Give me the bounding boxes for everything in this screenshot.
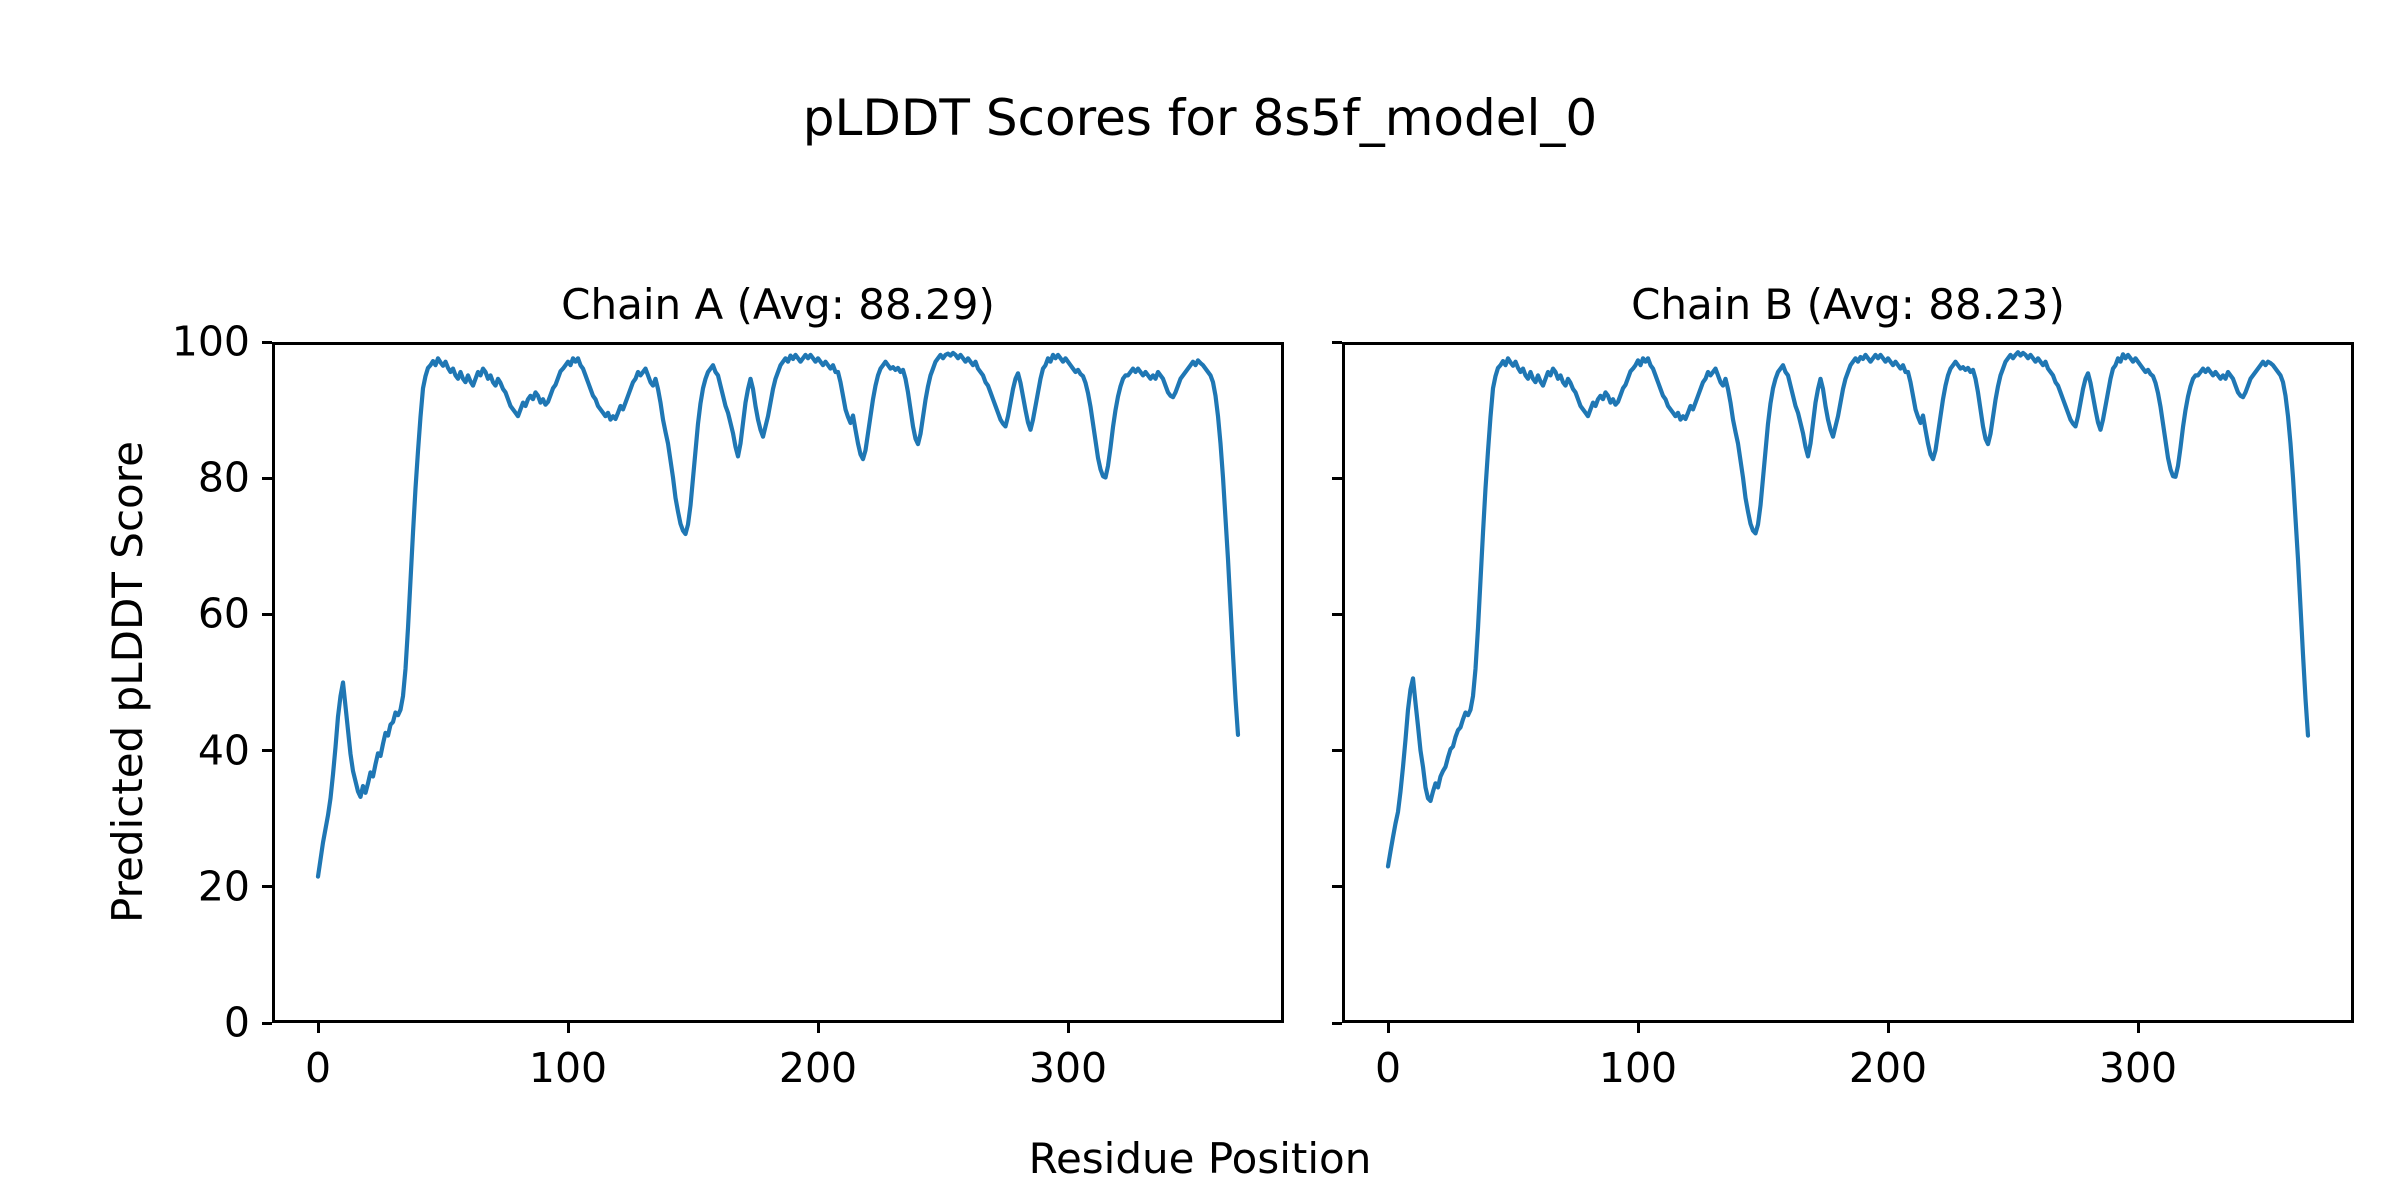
y-tick-mark [262, 1021, 272, 1025]
y-tick-label: 20 [197, 862, 250, 911]
chain-b-line-chart [1385, 350, 2311, 869]
x-tick-label: 100 [528, 1044, 608, 1092]
subplot-chain-b: Chain B (Avg: 88.23) 0 100 200 300 [1332, 284, 2354, 1089]
x-tick-mark [316, 1023, 320, 1033]
y-tick-mark [1332, 749, 1342, 753]
x-tick-mark [1386, 1023, 1390, 1033]
y-axis-label: Predicted pLDDT Score [103, 441, 152, 923]
y-tick-mark [262, 340, 272, 344]
figure-title: pLDDT Scores for 8s5f_model_0 [802, 89, 1598, 147]
x-tick-mark [566, 1023, 570, 1033]
x-tick-mark [1886, 1023, 1890, 1033]
chain-a-line-chart [315, 350, 1241, 879]
x-tick-mark [2136, 1023, 2140, 1033]
y-tick-mark [262, 476, 272, 480]
y-tick-mark [262, 612, 272, 616]
y-tick-label: 0 [223, 998, 250, 1047]
plddt-line [315, 350, 1241, 879]
y-tick-label: 60 [197, 589, 250, 638]
subplot-title-chain-b: Chain B (Avg: 88.23) [1631, 280, 2065, 329]
y-tick-label: 100 [171, 317, 250, 366]
x-tick-mark [1066, 1023, 1070, 1033]
subplot-chain-a: Chain A (Avg: 88.29) 0 100 200 300 0 20 40 60 80… [172, 284, 1284, 1089]
axes-frame [272, 342, 1284, 1023]
x-tick-label: 200 [778, 1044, 858, 1092]
y-tick-mark [1332, 885, 1342, 889]
x-tick-label: 200 [1848, 1044, 1928, 1092]
x-tick-mark [816, 1023, 820, 1033]
x-tick-label: 300 [1028, 1044, 1108, 1092]
y-tick-label: 80 [197, 453, 250, 502]
y-tick-label: 40 [197, 726, 250, 775]
axes-frame [1342, 342, 2354, 1023]
y-tick-mark [1332, 340, 1342, 344]
y-tick-mark [1332, 612, 1342, 616]
x-tick-label: 0 [1374, 1044, 1402, 1092]
y-tick-mark [1332, 476, 1342, 480]
y-tick-mark [262, 749, 272, 753]
plddt-line [1385, 350, 2311, 869]
x-tick-mark [1636, 1023, 1640, 1033]
y-tick-mark [1332, 1021, 1342, 1025]
y-tick-mark [262, 885, 272, 889]
x-tick-label: 0 [304, 1044, 332, 1092]
x-axis-label: Residue Position [1028, 1134, 1372, 1183]
subplot-title-chain-a: Chain A (Avg: 88.29) [561, 280, 995, 329]
x-tick-label: 100 [1598, 1044, 1678, 1092]
x-tick-label: 300 [2098, 1044, 2178, 1092]
